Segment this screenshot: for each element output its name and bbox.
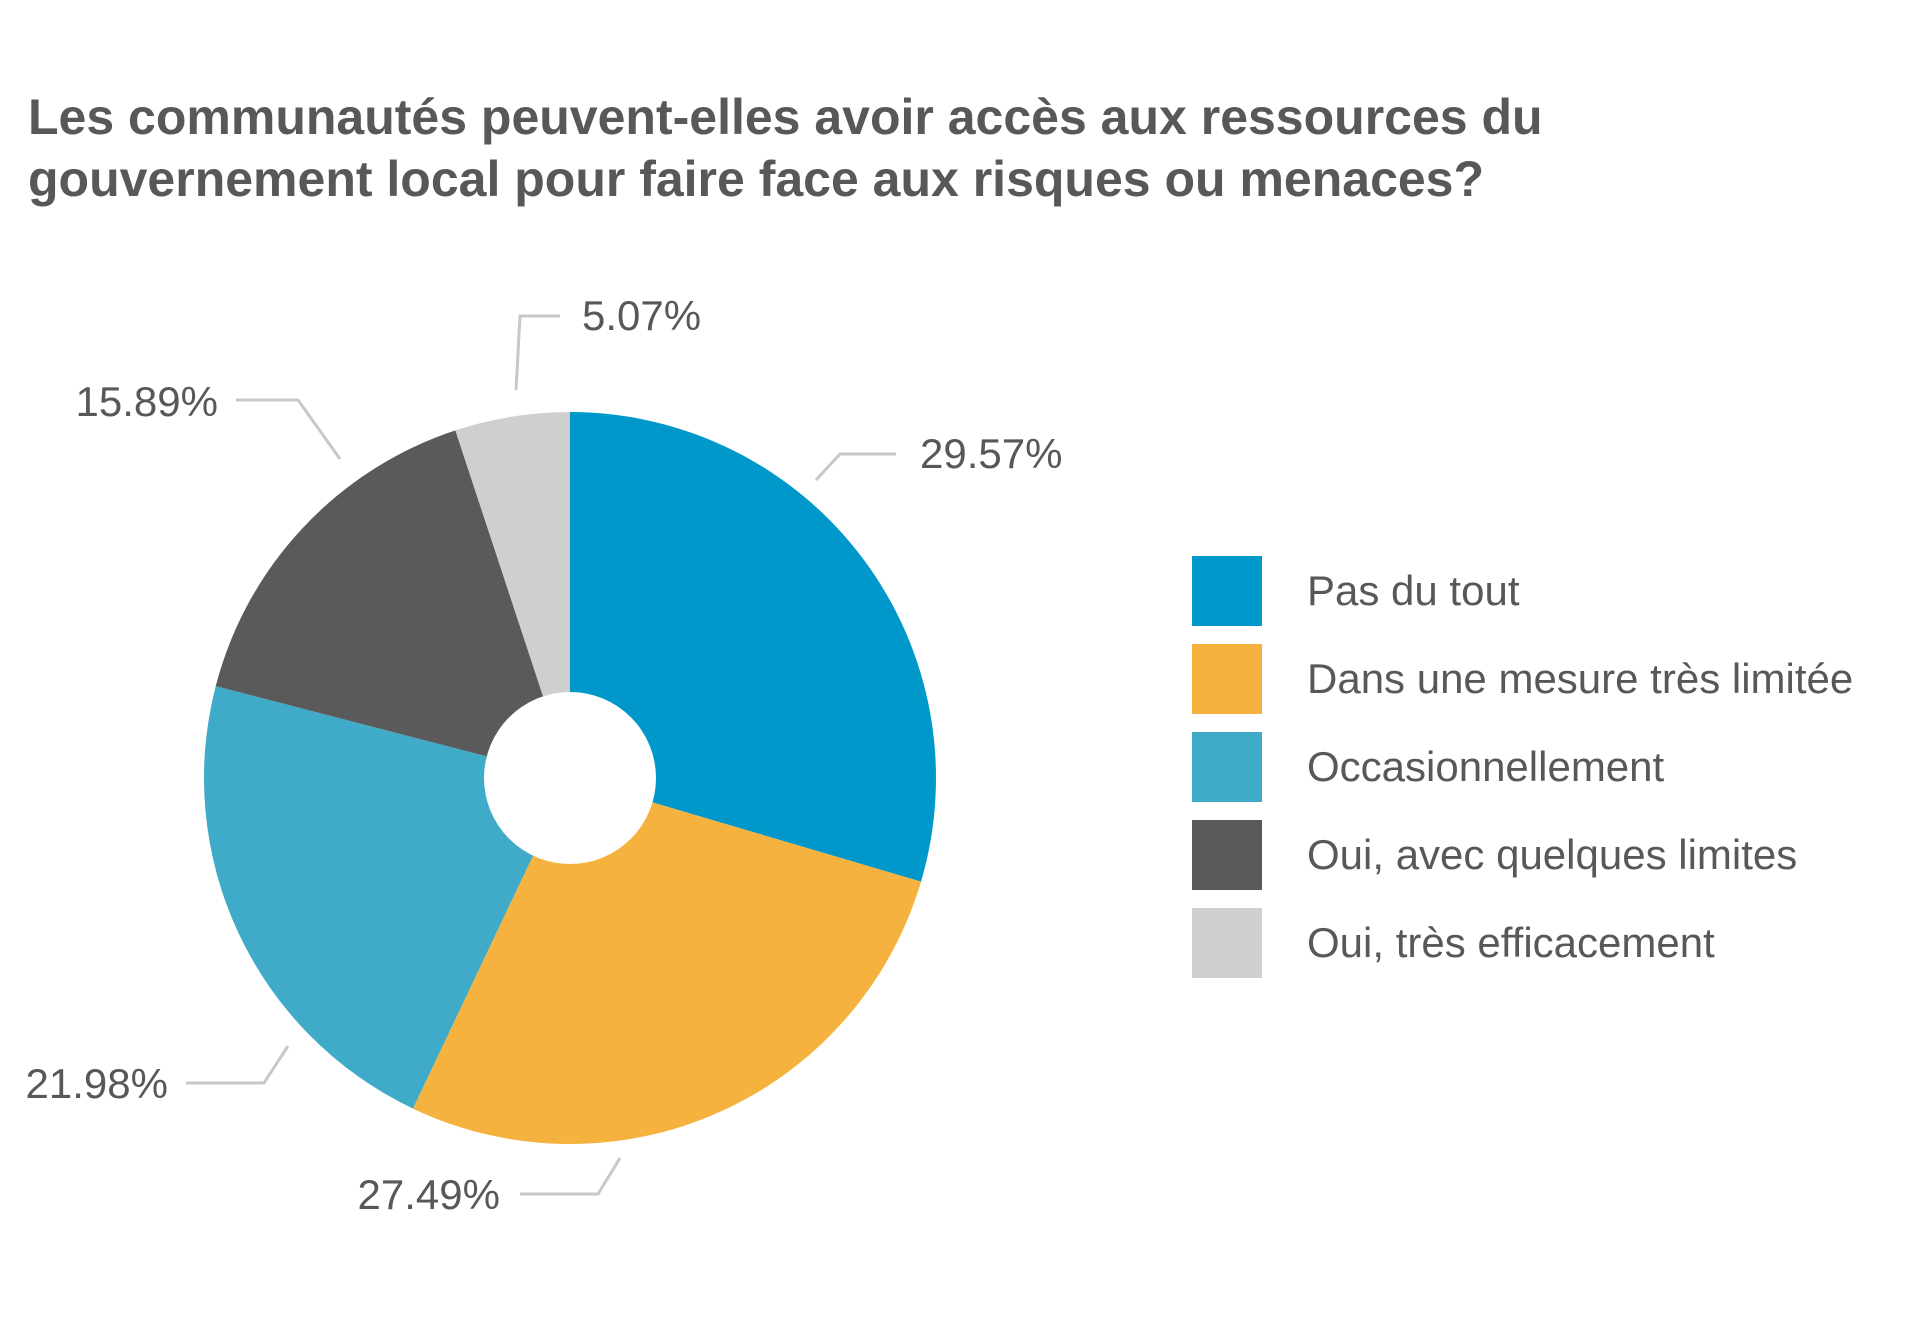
slice-value-labels: 29.57% 27.49% 21.98% 15.89% 5.07% — [26, 292, 1063, 1218]
legend-item: Oui, avec quelques limites — [1192, 820, 1853, 890]
chart-title: Les communautés peuvent-elles avoir accè… — [28, 89, 1543, 207]
legend-label: Pas du tout — [1307, 567, 1520, 614]
donut-slice — [215, 430, 571, 778]
legend-label: Oui, très efficacement — [1307, 919, 1715, 966]
donut-hole — [484, 692, 656, 864]
legend-item: Occasionnellement — [1192, 732, 1853, 802]
legend-swatch — [1192, 820, 1262, 890]
leader-line — [814, 452, 896, 482]
legend-item: Oui, très efficacement — [1192, 908, 1853, 978]
leader-line — [514, 314, 560, 391]
legend-label: Occasionnellement — [1307, 743, 1665, 790]
legend-label: Oui, avec quelques limites — [1307, 831, 1798, 878]
leader-line — [186, 1045, 290, 1085]
chart-legend: Pas du tout Dans une mesure très limitée O… — [1192, 556, 1853, 996]
donut-slice — [412, 778, 922, 1145]
donut-slices — [204, 412, 936, 1145]
legend-item: Pas du tout — [1192, 556, 1853, 626]
slice-value-label: 5.07% — [582, 292, 701, 339]
legend-swatch — [1192, 644, 1262, 714]
leader-line — [236, 398, 342, 460]
donut-slice — [570, 412, 936, 882]
leader-lines — [186, 314, 896, 1196]
slice-value-label: 29.57% — [920, 430, 1062, 477]
legend-item: Dans une mesure très limitée — [1192, 644, 1853, 714]
legend-swatch — [1192, 732, 1262, 802]
leader-line — [520, 1157, 622, 1196]
donut-slice — [204, 686, 570, 1109]
slice-value-label: 15.89% — [76, 378, 218, 425]
slice-value-label: 21.98% — [26, 1060, 168, 1107]
legend-label: Dans une mesure très limitée — [1307, 655, 1854, 702]
legend-swatch — [1192, 908, 1262, 978]
donut-slice — [455, 412, 570, 778]
legend-swatch — [1192, 556, 1262, 626]
slice-value-label: 27.49% — [358, 1171, 500, 1218]
